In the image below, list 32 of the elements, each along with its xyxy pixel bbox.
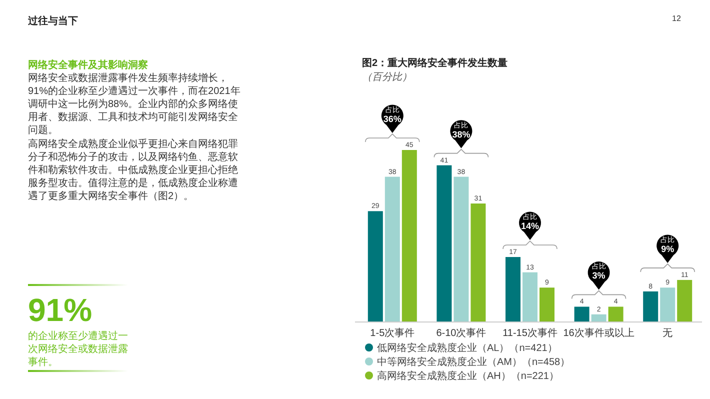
bar — [643, 291, 658, 322]
bar — [402, 150, 417, 322]
bar — [574, 306, 590, 322]
bar — [591, 314, 606, 322]
text: 网络安全事件及其影响洞察 — [28, 58, 149, 72]
bar — [454, 176, 469, 322]
legend-label: 中等网络安全成熟度企业（AM）（n=458） — [377, 356, 570, 368]
chart-subtitle: （百分比） — [362, 70, 412, 84]
x-tick-label: 11-15次事件 — [502, 327, 558, 339]
text: 过往与当下 — [28, 14, 78, 28]
legend-label: 高网络安全成熟度企业（AH）（n=221） — [377, 370, 559, 382]
bar — [368, 211, 383, 322]
x-tick-label: 1-5次事件 — [370, 327, 415, 339]
legend-label: 低网络安全成熟度企业（AL）（n=421） — [377, 342, 558, 354]
bar — [522, 272, 538, 322]
text: 91% — [28, 292, 92, 329]
bar — [608, 306, 624, 322]
text: 的企业称至少遭遇过一次网络安全或数据泄露事件。 — [28, 330, 128, 369]
bar — [677, 280, 692, 322]
bar — [506, 257, 520, 322]
bar — [436, 165, 452, 322]
text: 12 — [672, 14, 681, 23]
text: 网络安全或数据泄露事件发生频率持续增长，91%的企业称至少遭遇过一次事件，而在2021年调研中这一比例为88%。企业内部的众多网络使用者、数据源、工具和技术均可能引发网络安全问题。 — [28, 72, 242, 137]
chart-title: 图2：重大网络安全事件发生数量 — [362, 56, 508, 70]
bar — [470, 204, 486, 322]
x-tick-label: 无 — [662, 328, 673, 339]
bar — [384, 176, 400, 322]
bar — [660, 288, 676, 322]
text: 高网络安全成熟度企业似乎更担心来自网络犯罪分子和恐怖分子的攻击，以及网络钓鱼、恶意软件和勒索软件攻击。中低成熟度企业更担心拒绝服务型攻击。值得注意的是，低成熟度企业称遭遇了更多重大网络安全事件（图2）。 — [28, 138, 239, 203]
x-tick-label: 6-10次事件 — [436, 327, 486, 339]
x-tick-label: 16次事件或以上 — [563, 327, 634, 339]
bar — [540, 288, 554, 322]
